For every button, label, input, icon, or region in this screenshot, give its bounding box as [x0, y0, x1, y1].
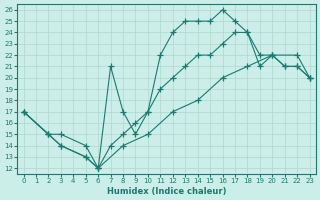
X-axis label: Humidex (Indice chaleur): Humidex (Indice chaleur)	[107, 187, 226, 196]
